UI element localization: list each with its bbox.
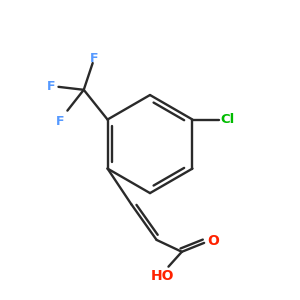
Text: F: F bbox=[47, 80, 55, 93]
Text: O: O bbox=[207, 234, 219, 248]
Text: F: F bbox=[90, 52, 98, 65]
Text: F: F bbox=[56, 115, 64, 128]
Text: HO: HO bbox=[151, 268, 174, 283]
Text: Cl: Cl bbox=[221, 113, 235, 126]
